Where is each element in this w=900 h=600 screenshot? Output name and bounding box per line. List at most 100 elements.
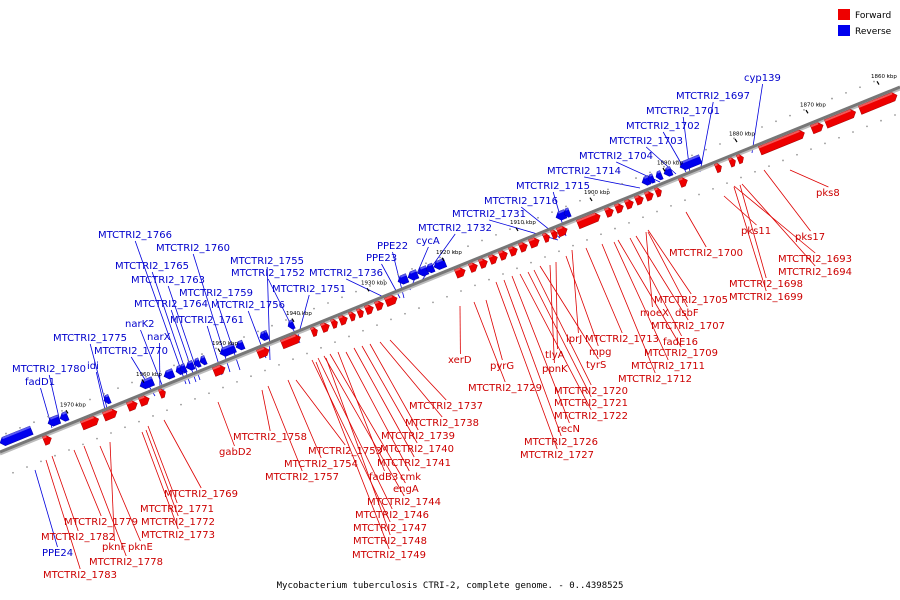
forward-gene-arrow [453, 267, 466, 279]
tick-label: 1970 kbp [60, 403, 86, 409]
reverse-gene-arrow [655, 170, 664, 181]
forward-gene-arrow [527, 237, 540, 249]
forward-leader-line [485, 299, 503, 361]
forward-gene-label: MTCTRI2_1771 [140, 504, 214, 515]
forward-gene-label: MTCTRI2_1741 [377, 458, 451, 469]
reverse-leader-line [409, 246, 429, 291]
forward-gene-arrow [633, 195, 644, 206]
reverse-gene-label: narK2 [125, 319, 155, 330]
forward-leader-line [629, 237, 682, 337]
forward-gene-label: MTCTRI2_1737 [409, 401, 483, 412]
forward-gene-arrow [467, 262, 478, 273]
forward-gene-arrow [125, 400, 138, 412]
legend-reverse-swatch [838, 25, 850, 36]
axis-dot [551, 211, 553, 214]
forward-gene-arrow [677, 177, 688, 188]
forward-gene-label: dsbF [675, 308, 699, 319]
tick-label: 1960 kbp [136, 372, 162, 378]
reverse-gene-arrow [185, 360, 196, 371]
axis-dot [544, 256, 546, 258]
reverse-gene-label: PPE24 [42, 548, 73, 559]
forward-gene-label: cmk [400, 472, 421, 483]
axis-dot [810, 148, 812, 150]
forward-leader-lines [45, 169, 829, 570]
axis-dot [26, 466, 28, 468]
axis-dot [509, 228, 511, 231]
forward-gene-arrow [477, 258, 488, 269]
forward-leader-line [635, 235, 689, 321]
forward-leader-line [555, 261, 558, 350]
forward-leader-line [585, 247, 623, 334]
reverse-gene-arrow [175, 364, 184, 375]
axis-dot [803, 109, 805, 111]
axis-dot [418, 307, 420, 309]
forward-gene-label: MTCTRI2_1772 [141, 517, 215, 528]
forward-leader-line [369, 343, 419, 431]
axis-dot [838, 136, 840, 139]
forward-gene-label: pknF [102, 542, 126, 553]
forward-leader-line [217, 401, 235, 447]
forward-gene-arrow [363, 304, 374, 316]
axis-dot [299, 313, 301, 316]
tick-mark [515, 227, 519, 232]
reverse-gene-label: MTCTRI2_1716 [484, 196, 558, 207]
forward-leader-line [267, 385, 303, 472]
reverse-gene-label: MTCTRI2_1715 [516, 181, 590, 192]
axis-dot [187, 358, 189, 361]
forward-leader-line [141, 431, 179, 530]
axis-dot [607, 188, 609, 191]
forward-gene-arrow [309, 326, 318, 337]
axis-dot [173, 364, 175, 367]
kbp-ticks: 1860 kbp 1870 kbp 1880 kbp 1890 kbp 1900 kbp… [60, 74, 897, 414]
forward-gene-arrow [137, 395, 150, 407]
tick-mark [441, 257, 445, 262]
axis-dot [397, 273, 399, 276]
axis-dot [12, 471, 14, 474]
axis-dot [502, 273, 504, 275]
axis-dot [411, 268, 413, 270]
axis-dot [537, 216, 539, 219]
forward-gene-arrow [383, 295, 398, 307]
reverse-gene-arrow [417, 265, 430, 277]
forward-gene-arrow [713, 163, 722, 174]
forward-gene-arrow [727, 157, 736, 168]
forward-leader-line [317, 357, 393, 510]
tick-mark [65, 409, 69, 414]
axis-dot [33, 421, 35, 424]
forward-leader-line [345, 351, 410, 472]
forward-gene-arrow [211, 364, 226, 377]
axis-dot [68, 449, 70, 451]
axis-dot [705, 148, 707, 151]
axis-dot [740, 176, 742, 179]
axis-dot [614, 227, 616, 230]
forward-leader-line [323, 355, 405, 497]
reverse-gene-label: MTCTRI2_1714 [547, 166, 621, 177]
forward-gene-arrow [575, 212, 601, 230]
forward-gene-label: MTCTRI2_1753 [308, 446, 382, 457]
forward-gene-arrow [541, 232, 550, 243]
forward-gene-arrow [653, 187, 662, 198]
forward-gene-label: MTCTRI2_1773 [141, 530, 215, 541]
forward-gene-arrow [603, 207, 614, 218]
axis-dot [145, 375, 147, 378]
forward-leader-line [147, 425, 178, 504]
reverse-gene-label: MTCTRI2_1736 [309, 268, 383, 279]
axis-dot [89, 398, 91, 401]
axis-dot [47, 415, 49, 418]
axis-dot [621, 182, 623, 185]
reverse-gene-label: fadD1 [25, 377, 55, 388]
reverse-gene-label: MTCTRI2_1764 [134, 299, 208, 310]
axis-dot [124, 426, 126, 429]
forward-leader-line [565, 255, 599, 347]
axis-dot [453, 250, 455, 253]
forward-leader-line [163, 419, 202, 489]
reverse-gene-label: MTCTRI2_1703 [609, 136, 683, 147]
reverse-gene-label: MTCTRI2_1775 [53, 333, 127, 344]
axis-dot [341, 296, 343, 299]
forward-gene-label: MTCTRI2_1779 [64, 517, 138, 528]
forward-gene-arrow [373, 300, 384, 312]
forward-gene-arrow [507, 246, 518, 257]
forward-gene-label: MTCTRI2_1727 [520, 450, 594, 461]
axis-dot [880, 119, 882, 122]
axis-dot [712, 187, 714, 190]
